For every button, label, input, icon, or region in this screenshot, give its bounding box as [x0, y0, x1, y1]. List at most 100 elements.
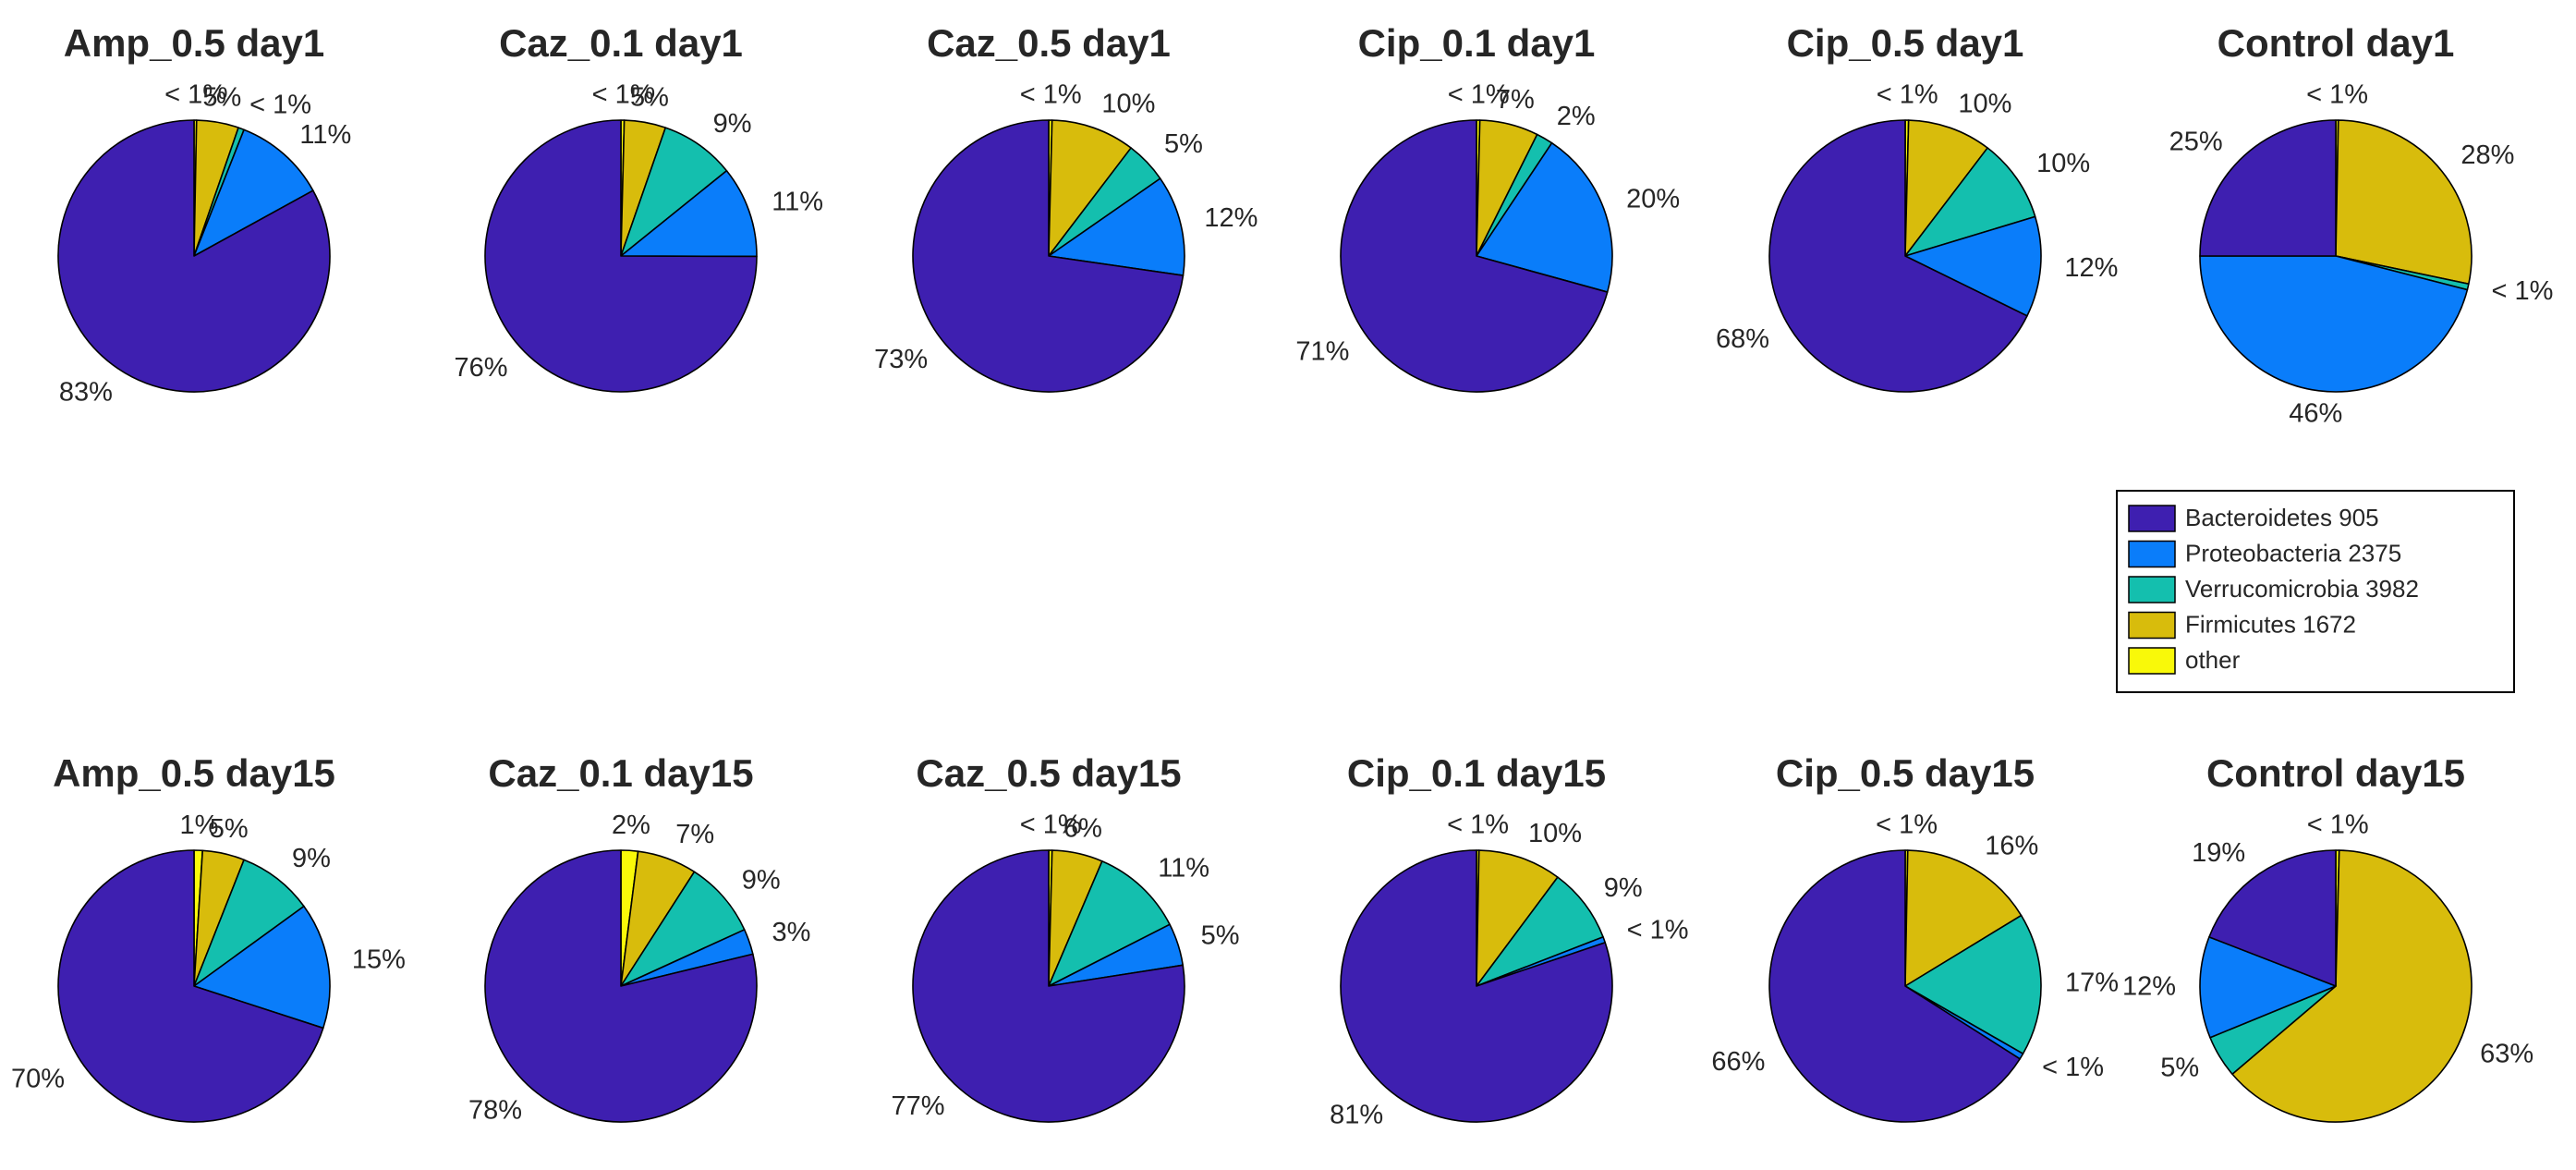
slice-label: 11%	[1158, 853, 1209, 883]
legend-swatch-other	[2128, 647, 2176, 675]
slice-label: 10%	[1528, 819, 1582, 848]
slice-label: 3%	[772, 918, 811, 947]
slice-label: 78%	[468, 1096, 522, 1126]
pie-slice-firmicutes	[1904, 119, 1988, 257]
legend-swatch-verrucomicrobia	[2128, 576, 2176, 603]
slice-label: 9%	[292, 844, 331, 873]
pie-slice-verrucomicrobia	[193, 859, 305, 987]
pie-slice-proteobacteria	[193, 128, 314, 257]
pie-slice-bacteroidetes	[57, 849, 324, 1123]
pie-slice-firmicutes	[1476, 849, 1559, 987]
slice-label: < 1%	[2307, 810, 2369, 840]
slice-label: 10%	[1958, 89, 2011, 118]
slice-label: < 1%	[1627, 916, 1689, 945]
slice-label: 68%	[1716, 324, 1769, 354]
pie-control-day1: Control day1 < 1% 28% < 1% 46% 25%	[2169, 21, 2554, 428]
pie-amp-0-5-day15: Amp_0.5 day15 1%5% 9% 15% 70%	[11, 751, 406, 1123]
pie-slice-firmicutes	[1904, 849, 2023, 987]
slice-label: 83%	[59, 378, 113, 408]
slice-label: 71%	[1295, 336, 1349, 366]
slice-label: 5%	[2160, 1054, 2199, 1083]
slice-label: < 1%	[1020, 810, 1082, 840]
slice-label: 20%	[1626, 184, 1680, 213]
pie-slice-bacteroidetes	[1340, 849, 1613, 1123]
pie-title: Cip_0.5 day15	[1776, 751, 2035, 795]
legend-label-proteobacteria: Proteobacteria 2375	[2185, 539, 2401, 567]
pie-slice-firmicutes	[2335, 119, 2473, 286]
legend-box	[2116, 490, 2515, 693]
pie-title: Control day15	[2206, 751, 2465, 795]
pie-slice-bacteroidetes	[1768, 119, 2028, 393]
slice-label: < 1%	[2492, 276, 2554, 306]
slice-label: 5%	[630, 82, 669, 112]
pie-slice-bacteroidetes	[484, 119, 758, 393]
slice-label: 63%	[2480, 1039, 2533, 1068]
slice-label: < 1%	[1448, 80, 1510, 110]
slice-label: 70%	[11, 1064, 65, 1093]
legend-label-bacteroidetes: Bacteroidetes 905	[2185, 504, 2379, 531]
pie-slice-firmicutes	[2231, 849, 2473, 1123]
slice-label: 9%	[742, 865, 781, 895]
slice-label: 2%	[1557, 102, 1596, 131]
slice-label: 12%	[2122, 971, 2176, 1001]
slice-label: 9%	[713, 109, 752, 139]
pie-caz-0-5-day15: Caz_0.5 day15 < 1%6% 11% 5% 77%	[891, 751, 1240, 1123]
pie-title: Caz_0.5 day15	[916, 751, 1181, 795]
pie-slice-bacteroidetes	[912, 119, 1185, 393]
pie-slice-proteobacteria	[2199, 255, 2469, 393]
slice-label: < 1%	[592, 80, 654, 110]
slice-label: 9%	[1604, 873, 1643, 903]
slice-label: < 1%	[164, 80, 226, 110]
pie-title: Amp_0.5 day1	[64, 21, 324, 65]
slice-label: 12%	[2064, 253, 2118, 283]
legend-label-firmicutes: Firmicutes 1672	[2185, 610, 2356, 638]
pie-slice-proteobacteria	[1904, 215, 2042, 317]
pie-slice-bacteroidetes	[912, 849, 1185, 1123]
slice-label: 5%	[1164, 129, 1203, 159]
slice-label: 7%	[1496, 85, 1535, 115]
pie-slice-proteobacteria	[1476, 141, 1613, 293]
slice-label: 66%	[1711, 1047, 1765, 1077]
pie-title: Cip_0.1 day15	[1347, 751, 1606, 795]
pie-slice-verrucomicrobia	[1476, 876, 1604, 987]
pie-title: Caz_0.5 day1	[927, 21, 1171, 65]
pie-slice-verrucomicrobia	[1904, 914, 2042, 1055]
pie-title: Cip_0.5 day1	[1787, 21, 2024, 65]
pie-title: Control day1	[2218, 21, 2455, 65]
slice-label: < 1%	[2306, 80, 2368, 110]
slice-label: < 1%	[249, 90, 311, 119]
pie-slice-proteobacteria	[2199, 936, 2337, 1039]
pie-cip-0-5-day15: Cip_0.5 day15 < 1% 16% 17% < 1% 66%	[1711, 751, 2119, 1123]
pie-title: Caz_0.1 day1	[499, 21, 743, 65]
pie-title: Cip_0.1 day1	[1358, 21, 1596, 65]
slice-label: 46%	[2289, 398, 2342, 428]
slice-label: 76%	[454, 353, 507, 383]
legend-label-verrucomicrobia: Verrucomicrobia 3982	[2185, 575, 2419, 603]
legend-label-other: other	[2185, 646, 2241, 674]
slice-label: < 1%	[1447, 810, 1509, 840]
pie-slice-bacteroidetes	[2199, 119, 2337, 257]
slice-label: < 1%	[1877, 80, 1938, 110]
slice-label: 77%	[891, 1091, 944, 1121]
slice-label: 5%	[1201, 920, 1240, 950]
pie-title: Amp_0.5 day15	[53, 751, 335, 795]
pie-title: Caz_0.1 day15	[488, 751, 753, 795]
pie-cip-0-1-day15: Cip_0.1 day15 < 1% 10% 9% < 1% 81%	[1330, 751, 1688, 1129]
legend-swatch-firmicutes	[2128, 611, 2176, 640]
slice-label: 5%	[210, 814, 249, 844]
slice-label: 10%	[1101, 89, 1155, 118]
pie-caz-0-1-day1: Caz_0.1 day1 < 1%5% 9% 11% 76%	[454, 21, 823, 393]
slice-label: 17%	[2065, 968, 2119, 997]
slice-label: 28%	[2461, 140, 2514, 170]
pie-caz-0-5-day1: Caz_0.5 day1 < 1% 10% 5% 12% 73%	[874, 21, 1258, 393]
legend-swatch-bacteroidetes	[2128, 505, 2176, 532]
slice-label: 7%	[675, 820, 714, 849]
legend-swatch-proteobacteria	[2128, 540, 2176, 568]
pie-amp-0-5-day1: Amp_0.5 day1< 1%5% < 1%11%83%	[57, 21, 351, 408]
slice-label: 12%	[1204, 203, 1258, 233]
slice-label: 10%	[2036, 149, 2090, 178]
pie-cip-0-1-day1: Cip_0.1 day1 < 1%7% 2% 20% 71%	[1295, 21, 1680, 393]
pie-cip-0-5-day1: Cip_0.5 day1 < 1% 10% 10% 12% 68%	[1716, 21, 2118, 393]
